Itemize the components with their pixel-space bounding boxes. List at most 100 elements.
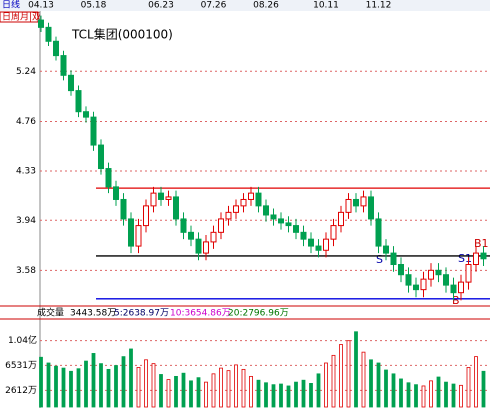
volume-bar [391, 373, 396, 408]
volume-bar [286, 385, 291, 408]
y-tick-label: 4.33 [16, 166, 36, 176]
candle-body [248, 192, 254, 200]
volume-bar [264, 382, 268, 408]
candle-body [345, 198, 352, 213]
y-tick-label: 4.76 [16, 117, 36, 127]
candle-body [315, 245, 322, 251]
volume-bar [46, 362, 51, 408]
volume-bar [444, 381, 448, 408]
volume-bar [369, 359, 373, 408]
volume-bar [474, 356, 478, 408]
volume-bar [39, 356, 43, 408]
volume-bar [309, 383, 313, 408]
volume-bar [54, 365, 58, 408]
volume-bar [181, 372, 186, 408]
volume-bar [354, 331, 358, 408]
candle-body [143, 205, 149, 227]
volume-bar [376, 362, 381, 408]
volume-stat: 20:2796.96万 [228, 309, 289, 319]
period-label: 日线 [2, 0, 20, 11]
candle-body [240, 198, 247, 207]
candle-body [233, 205, 239, 213]
candle-body [450, 284, 457, 294]
candle-body [120, 198, 127, 220]
volume-bar [256, 379, 261, 408]
tab-box[interactable] [0, 11, 39, 23]
volume-bar [241, 368, 246, 408]
volume-bar [459, 384, 463, 408]
candle-body [165, 196, 172, 200]
candle-body [383, 245, 389, 254]
volume-bar [324, 362, 328, 408]
candle-body [368, 196, 374, 220]
volume-bar [226, 370, 231, 408]
volume-title: 成交量 [37, 307, 64, 319]
volume-bar [436, 376, 441, 408]
volume-bar [384, 369, 388, 408]
volume-bar [121, 356, 126, 408]
candle-body [38, 19, 44, 28]
candle-body [53, 40, 59, 57]
candle-body [135, 225, 142, 247]
candle-body [435, 269, 442, 276]
x-tick-label: 05.18 [81, 1, 107, 11]
x-tick-label: 07.26 [201, 1, 227, 11]
volume-bar [451, 383, 456, 408]
volume-bar [406, 382, 411, 408]
volume-bar [339, 344, 343, 408]
volume-bar [144, 359, 148, 408]
candle-body [405, 274, 412, 286]
candle-body [173, 196, 179, 220]
candle-body [68, 74, 74, 92]
candle-body [420, 278, 427, 291]
candle-body [360, 196, 367, 207]
annotation: B1 [474, 237, 489, 250]
volume-bar [99, 363, 103, 408]
volume-bar [301, 379, 306, 408]
volume-bar [76, 368, 81, 408]
volume-bar [204, 381, 208, 408]
volume-bar [91, 353, 96, 408]
volume-bar [316, 373, 321, 408]
chart-title: TCL集团(000100) [71, 27, 173, 42]
candle-body [195, 238, 202, 254]
candle-body [255, 192, 262, 207]
volume-bar [429, 380, 433, 408]
volume-bar [414, 384, 418, 408]
volume-bar [361, 351, 366, 408]
x-tick-label: 10.11 [313, 1, 339, 11]
candle-body [150, 192, 157, 207]
candle-body [278, 218, 284, 224]
volume-stat: 10:3654.86万 [170, 309, 231, 319]
annotation: S [376, 253, 383, 266]
candle-body [225, 211, 232, 220]
candle-body [285, 222, 292, 227]
volume-bar [211, 373, 216, 408]
candle-body [83, 111, 89, 118]
candle-body [90, 116, 97, 146]
volume-bar [294, 381, 298, 408]
candle-body [458, 281, 464, 294]
volume-bar [166, 379, 171, 408]
y-tick-label: 3.94 [16, 216, 36, 226]
volume-bar [136, 367, 141, 408]
volume-bar [279, 383, 283, 408]
candle-body [203, 241, 209, 254]
candle-body [210, 231, 217, 243]
candle-body [480, 252, 487, 260]
candle-body [270, 214, 277, 220]
volume-bar [331, 354, 336, 408]
candle-body [188, 231, 194, 240]
candle-body [263, 205, 269, 216]
volume-bar [271, 384, 276, 408]
candle-body [443, 274, 449, 286]
candle-body [375, 218, 382, 247]
x-tick-label: 08.26 [253, 1, 279, 11]
candle-body [45, 26, 52, 42]
v-tick-label: 2612万 [5, 386, 37, 396]
candle-body [158, 192, 164, 200]
volume-bar [346, 340, 351, 408]
tabs[interactable]: 日周月|双 [2, 12, 41, 23]
volume-bar [61, 367, 66, 408]
